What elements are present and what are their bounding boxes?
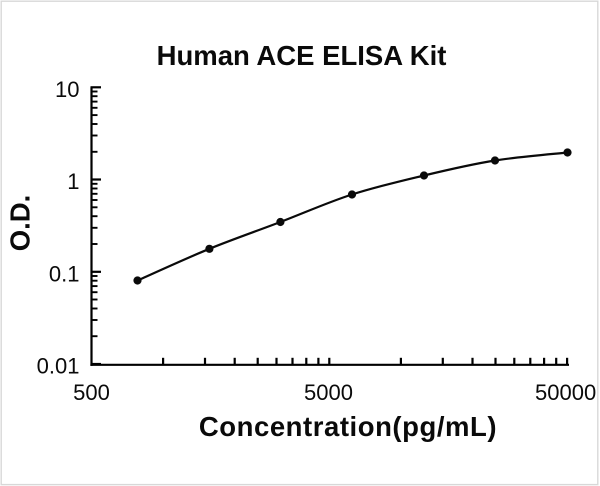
svg-text:50000: 50000 — [535, 380, 596, 405]
svg-text:10: 10 — [55, 77, 79, 102]
svg-text:Concentration(pg/mL): Concentration(pg/mL) — [199, 411, 497, 442]
svg-text:Human ACE ELISA Kit: Human ACE ELISA Kit — [157, 40, 447, 71]
svg-text:1: 1 — [67, 169, 79, 194]
svg-text:0.01: 0.01 — [37, 354, 80, 379]
svg-text:500: 500 — [73, 380, 110, 405]
svg-text:O.D.: O.D. — [4, 195, 35, 252]
svg-text:5000: 5000 — [304, 380, 353, 405]
svg-text:0.1: 0.1 — [49, 261, 80, 286]
